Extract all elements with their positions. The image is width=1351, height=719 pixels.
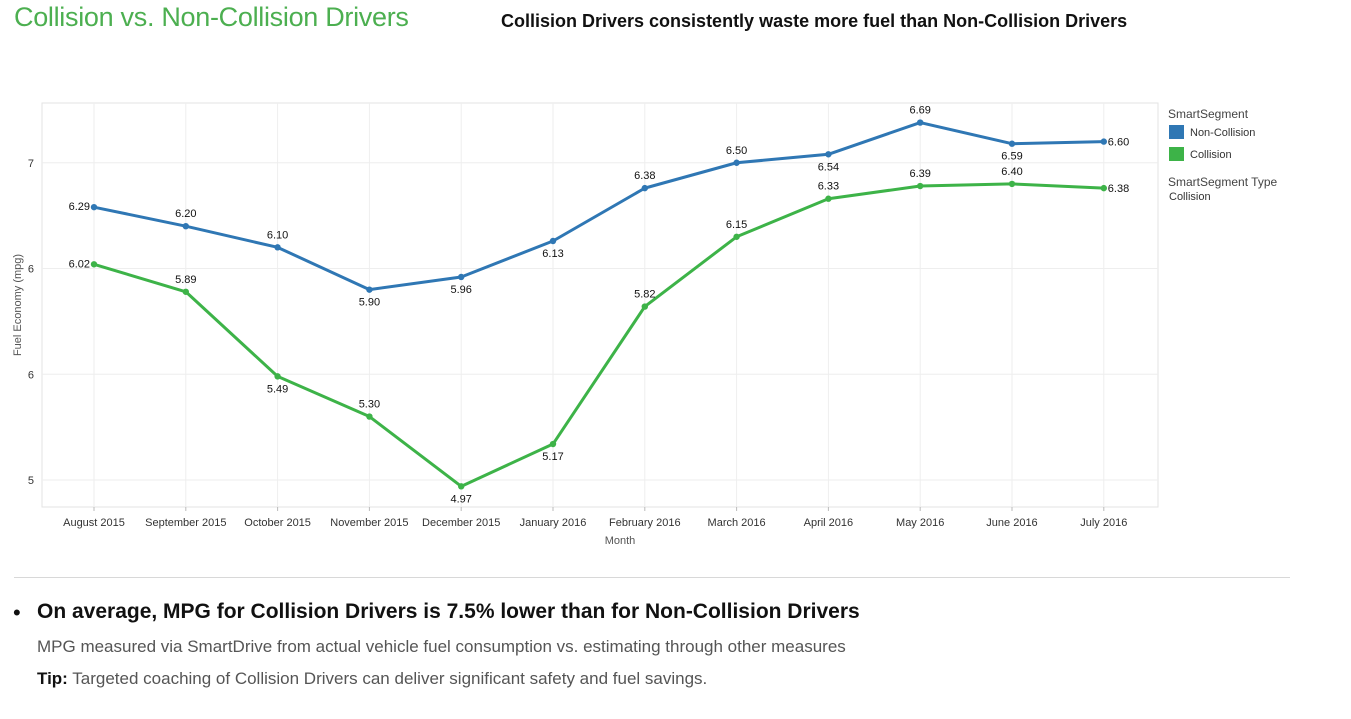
- data-point: [366, 413, 373, 420]
- x-tick-label: January 2016: [520, 517, 587, 529]
- x-tick-label: October 2015: [244, 517, 311, 529]
- data-point: [641, 184, 648, 192]
- data-label: 4.97: [450, 493, 471, 505]
- data-label: 6.29: [69, 201, 90, 213]
- plot-frame: [41, 102, 1159, 508]
- data-point: [733, 159, 740, 166]
- series-line-non-collision: [93, 121, 1104, 292]
- y-tick-label: 6: [28, 369, 34, 381]
- data-point: [549, 440, 557, 448]
- legend-label: Non-Collision: [1190, 127, 1255, 139]
- data-label: 6.50: [726, 145, 747, 157]
- data-point: [458, 483, 465, 490]
- data-point: [182, 288, 189, 295]
- summary-bullet: On average, MPG for Collision Drivers is…: [37, 600, 860, 623]
- data-point: [1100, 184, 1108, 192]
- data-point: [825, 195, 832, 202]
- data-label: 6.40: [1001, 166, 1022, 178]
- data-point: [1008, 180, 1016, 188]
- data-label: 6.02: [69, 258, 90, 270]
- data-point: [90, 203, 98, 211]
- x-tick-label: July 2016: [1080, 517, 1127, 529]
- data-point: [641, 303, 648, 310]
- data-point: [733, 233, 740, 240]
- data-point: [825, 151, 832, 158]
- data-label: 6.10: [267, 229, 288, 241]
- data-label: 5.82: [634, 289, 655, 301]
- y-tick-label: 5: [28, 475, 34, 487]
- chart-series: 6.29 6.20 6.10 5.90 5.96 6.13 6.38 6.50 6.54 6.69…: [69, 105, 1130, 506]
- chart-gridlines: [41, 102, 1159, 508]
- data-label: 5.96: [450, 284, 471, 296]
- data-label: 6.39: [909, 168, 930, 180]
- data-label: 6.60: [1108, 137, 1129, 149]
- chart-axes: August 2015 September 2015 October 2015 Nov…: [12, 158, 1127, 547]
- y-axis-title: Fuel Economy (mpg): [12, 254, 24, 356]
- data-point: [1100, 138, 1108, 145]
- x-tick-label: September 2015: [145, 517, 226, 529]
- page-title: Collision vs. Non-Collision Drivers: [14, 2, 409, 32]
- filter-value: Collision: [1169, 191, 1211, 203]
- legend-swatch: [1169, 125, 1184, 139]
- x-axis-title: Month: [605, 535, 636, 547]
- fuel-economy-line-chart: August 2015 September 2015 October 2015 Nov…: [12, 102, 1277, 547]
- data-label: 5.49: [267, 383, 288, 395]
- x-tick-label: December 2015: [422, 517, 500, 529]
- data-label: 6.33: [818, 181, 839, 193]
- data-point: [366, 286, 373, 293]
- data-point: [917, 182, 924, 190]
- x-tick-label: February 2016: [609, 517, 681, 529]
- data-point: [182, 223, 189, 230]
- filter-title: SmartSegment Type: [1168, 175, 1277, 189]
- tip-label: Tip:: [37, 669, 68, 688]
- data-label: 6.69: [909, 105, 930, 117]
- tip-body: Targeted coaching of Collision Drivers c…: [67, 669, 708, 688]
- data-label: 6.59: [1001, 151, 1022, 163]
- data-point: [274, 373, 281, 380]
- data-label: 6.38: [1108, 183, 1129, 195]
- tip-text: Tip: Targeted coaching of Collision Driv…: [37, 669, 707, 689]
- x-tick-label: August 2015: [63, 517, 125, 529]
- series-line-collision: [93, 182, 1104, 488]
- x-tick-label: March 2016: [708, 517, 766, 529]
- data-label: 6.38: [634, 170, 655, 182]
- data-label: 6.15: [726, 219, 747, 231]
- data-point: [1008, 140, 1016, 147]
- data-point: [274, 244, 281, 251]
- legend-title: SmartSegment: [1168, 107, 1249, 121]
- y-tick-label: 7: [28, 158, 34, 170]
- y-tick-label: 6: [28, 264, 34, 276]
- bullet-marker: •: [13, 600, 21, 625]
- x-tick-label: June 2016: [986, 517, 1037, 529]
- data-label: 5.17: [542, 451, 563, 463]
- legend-swatch: [1169, 147, 1184, 161]
- data-label: 5.89: [175, 274, 196, 286]
- data-label: 5.90: [359, 297, 380, 309]
- data-label: 5.30: [359, 399, 380, 411]
- data-label: 6.13: [542, 248, 563, 260]
- measurement-note: MPG measured via SmartDrive from actual …: [37, 637, 846, 656]
- data-point: [458, 273, 465, 281]
- data-point: [917, 119, 924, 126]
- chart-subtitle: Collision Drivers consistently waste mor…: [501, 11, 1128, 31]
- legend-label: Collision: [1190, 149, 1232, 161]
- data-point: [549, 237, 557, 245]
- x-tick-label: April 2016: [804, 517, 854, 529]
- chart-legend: SmartSegment Non-Collision Collision SmartS…: [1168, 107, 1277, 203]
- data-point: [90, 261, 98, 268]
- data-label: 6.20: [175, 208, 196, 220]
- data-label: 6.54: [818, 161, 839, 173]
- x-tick-label: May 2016: [896, 517, 944, 529]
- section-divider: [14, 577, 1290, 578]
- x-tick-label: November 2015: [330, 517, 408, 529]
